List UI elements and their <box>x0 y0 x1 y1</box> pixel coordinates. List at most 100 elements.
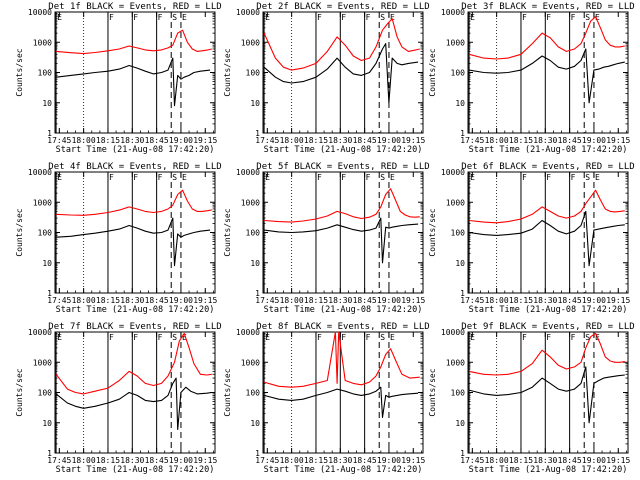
panel-det-3: Det 3f BLACK = Events, RED = LLD 1 10 100 10… <box>428 2 635 155</box>
interval-marker-label: F <box>109 333 114 342</box>
panel-det-2: Det 2f BLACK = Events, RED = LLD 1 10 100 10… <box>223 2 430 155</box>
x-tick-label: 18:45 <box>353 456 377 465</box>
interval-marker-label: F <box>158 333 163 342</box>
y-tick-label: 10 <box>250 419 260 428</box>
x-tick-label: 17:45 <box>47 456 71 465</box>
y-tick-label: 100 <box>451 69 466 78</box>
x-tick-label: 19:00 <box>377 136 401 145</box>
x-axis-label: Start Time (21-Aug-08 17:42:20) <box>56 465 215 475</box>
y-tick-label: 10000 <box>441 8 465 17</box>
x-tick-label: 19:15 <box>193 296 217 305</box>
panel-det-5: Det 5f BLACK = Events, RED = LLD 1 10 100 10… <box>223 162 430 315</box>
y-tick-label: 100 <box>38 69 53 78</box>
x-tick-label: 18:45 <box>558 456 582 465</box>
x-tick-label: 19:00 <box>377 296 401 305</box>
series-events-line <box>264 217 419 264</box>
interval-marker-label: F <box>571 333 576 342</box>
y-tick-label: 1 <box>460 129 465 138</box>
interval-marker-label: E <box>57 173 62 182</box>
interval-marker-label: F <box>522 13 527 22</box>
x-axis-label: Start Time (21-Aug-08 17:42:20) <box>469 145 628 155</box>
series-lld-line <box>55 332 212 395</box>
x-tick-label: 18:45 <box>145 296 169 305</box>
x-tick-label: 18:00 <box>485 456 509 465</box>
y-tick-label: 1 <box>460 289 465 298</box>
y-tick-label: 1000 <box>446 358 465 367</box>
panel-det-6: Det 6f BLACK = Events, RED = LLD 1 10 100 10… <box>428 162 635 315</box>
x-tick-label: 18:45 <box>558 296 582 305</box>
y-tick-label: 10 <box>42 259 52 268</box>
x-tick-label: 18:15 <box>509 136 533 145</box>
y-tick-label: 10 <box>455 419 465 428</box>
interval-marker-label: F <box>522 333 527 342</box>
series-events-line <box>469 48 625 104</box>
interval-marker-label: F <box>571 173 576 182</box>
x-tick-label: 17:45 <box>460 456 484 465</box>
interval-marker-label: F <box>317 173 322 182</box>
x-tick-label: 19:00 <box>582 296 606 305</box>
series-lld-line <box>56 29 212 55</box>
y-tick-label: 1000 <box>241 198 260 207</box>
plot-frame <box>54 331 216 454</box>
interval-marker-label: E <box>390 13 395 22</box>
series-lld-line <box>264 188 420 223</box>
x-tick-label: 18:30 <box>328 456 352 465</box>
x-tick-label: 18:15 <box>304 456 328 465</box>
y-tick-label: 100 <box>246 69 261 78</box>
interval-marker-label: E <box>470 173 475 182</box>
series-events-line <box>468 366 625 424</box>
x-tick-label: 19:15 <box>193 136 217 145</box>
x-tick-label: 18:45 <box>145 456 169 465</box>
y-tick-label: 1000 <box>446 38 465 47</box>
y-axis-label: Counts/sec <box>428 208 437 256</box>
plot-frame <box>467 171 629 294</box>
interval-marker-label: F <box>341 333 346 342</box>
interval-marker-label: F <box>366 173 371 182</box>
interval-marker-label: S <box>380 333 385 342</box>
x-tick-label: 18:00 <box>72 296 96 305</box>
y-tick-label: 10000 <box>236 168 260 177</box>
x-tick-label: 19:00 <box>377 456 401 465</box>
x-tick-label: 17:45 <box>255 456 279 465</box>
x-tick-label: 18:45 <box>558 136 582 145</box>
x-tick-label: 18:45 <box>353 136 377 145</box>
x-tick-label: 18:45 <box>145 136 169 145</box>
x-tick-label: 18:00 <box>280 296 304 305</box>
y-tick-label: 100 <box>38 229 53 238</box>
series-lld-line <box>468 332 625 376</box>
x-tick-label: 19:15 <box>606 296 630 305</box>
interval-marker-label: F <box>571 13 576 22</box>
panel-title: Det 2f BLACK = Events, RED = LLD <box>256 2 429 12</box>
x-tick-label: 18:15 <box>509 456 533 465</box>
interval-marker-label: F <box>133 173 138 182</box>
interval-marker-label: F <box>317 13 322 22</box>
y-tick-label: 100 <box>246 389 261 398</box>
interval-marker-label: E <box>390 173 395 182</box>
interval-marker-label: F <box>366 13 371 22</box>
y-tick-label: 10000 <box>441 328 465 337</box>
interval-marker-label: S <box>585 333 590 342</box>
interval-marker-label: E <box>57 333 62 342</box>
y-tick-label: 10 <box>455 99 465 108</box>
interval-marker-label: F <box>109 173 114 182</box>
y-tick-label: 1 <box>255 289 260 298</box>
interval-marker-label: E <box>57 13 62 22</box>
x-tick-label: 19:15 <box>606 136 630 145</box>
panel-title: Det 4f BLACK = Events, RED = LLD <box>48 162 221 172</box>
x-axis-label: Start Time (21-Aug-08 17:42:20) <box>56 145 215 155</box>
interval-marker-label: S <box>172 13 177 22</box>
interval-marker-label: E <box>265 173 270 182</box>
y-tick-label: 10000 <box>441 168 465 177</box>
y-tick-label: 1 <box>255 449 260 458</box>
interval-marker-label: S <box>172 333 177 342</box>
y-tick-label: 1000 <box>33 38 52 47</box>
plot-frame <box>467 331 629 454</box>
y-tick-label: 100 <box>451 229 466 238</box>
interval-marker-label: E <box>595 13 600 22</box>
series-events-line <box>263 386 419 418</box>
x-tick-label: 18:30 <box>328 296 352 305</box>
y-axis-label: Counts/sec <box>428 48 437 96</box>
interval-marker-label: F <box>546 173 551 182</box>
x-tick-label: 18:30 <box>120 456 144 465</box>
series-lld-line <box>468 16 625 60</box>
